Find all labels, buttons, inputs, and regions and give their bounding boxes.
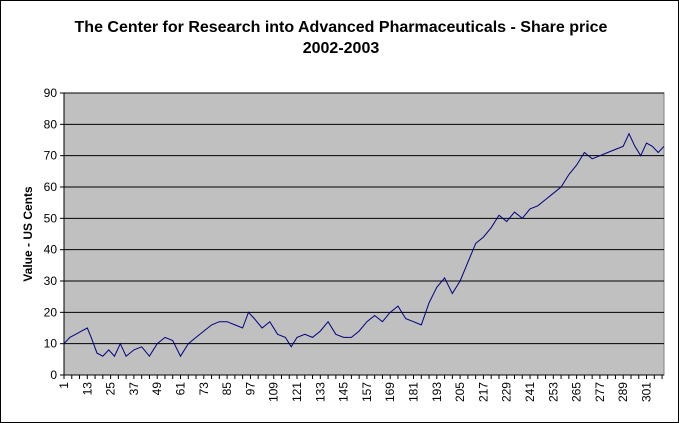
x-tick-label: 61	[174, 382, 188, 396]
y-tick-label: 50	[44, 211, 58, 225]
x-axis-ticks: 1 13 25 37 49 61 73 85 97 109 121 133 145 157 169 181 19…	[57, 375, 663, 402]
x-tick-label: 253	[546, 382, 560, 402]
y-tick-label: 90	[44, 86, 58, 100]
y-axis-title: Value - US Cents	[21, 186, 35, 282]
y-tick-label: 0	[50, 368, 57, 382]
x-tick-label: 157	[360, 382, 374, 402]
y-tick-label: 80	[44, 117, 58, 131]
x-tick-label: 181	[407, 382, 421, 402]
x-tick-label: 13	[80, 382, 94, 396]
x-tick-label: 73	[197, 382, 211, 396]
x-tick-label: 217	[476, 382, 490, 402]
x-tick-label: 37	[127, 382, 141, 396]
x-tick-label: 193	[430, 382, 444, 402]
x-tick-label: 265	[570, 382, 584, 402]
chart-title: The Center for Research into Advanced Ph…	[74, 19, 608, 57]
x-tick-label: 121	[290, 382, 304, 402]
y-tick-label: 30	[44, 274, 58, 288]
x-tick-label: 169	[383, 382, 397, 402]
x-tick-label: 145	[337, 382, 351, 402]
y-tick-label: 40	[44, 243, 58, 257]
x-tick-label: 1	[57, 382, 71, 389]
x-tick-label: 109	[267, 382, 281, 402]
x-tick-label: 49	[150, 382, 164, 396]
x-tick-label: 133	[313, 382, 327, 402]
x-tick-label: 289	[616, 382, 630, 402]
gridlines	[64, 92, 664, 345]
x-tick-label: 97	[243, 382, 257, 396]
x-tick-label: 241	[523, 382, 537, 402]
y-tick-label: 10	[44, 337, 58, 351]
y-axis-ticks: 0 10 20 30 40 50 60 70 80 90	[44, 86, 64, 382]
x-tick-label: 301	[640, 382, 654, 402]
plot-area	[63, 92, 665, 376]
y-tick-label: 60	[44, 180, 58, 194]
x-tick-label: 229	[500, 382, 514, 402]
x-tick-label: 277	[593, 382, 607, 402]
x-tick-label: 205	[453, 382, 467, 402]
x-tick-label: 25	[104, 382, 118, 396]
x-tick-label: 85	[220, 382, 234, 396]
y-tick-label: 20	[44, 305, 58, 319]
series-line	[63, 132, 665, 358]
y-tick-label: 70	[44, 149, 58, 163]
